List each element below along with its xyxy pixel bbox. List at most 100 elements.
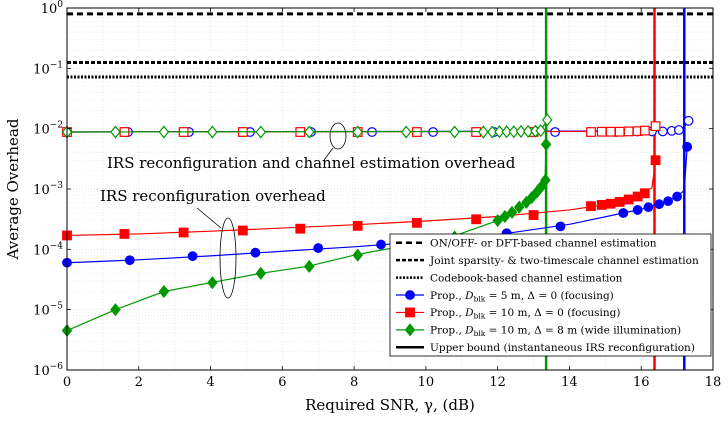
data-point (250, 247, 261, 258)
y-tick-label: 100 (41, 0, 64, 17)
data-point (255, 125, 267, 139)
legend-entry: Upper bound (instantaneous IRS reconfigu… (396, 342, 695, 354)
data-point (449, 125, 460, 139)
y-tick-label: 10−6 (33, 362, 63, 379)
data-point (522, 124, 534, 138)
data-point (555, 221, 566, 232)
data-point (304, 125, 315, 139)
y-tick-label: 10−2 (33, 121, 63, 138)
data-point (623, 126, 634, 137)
data-point (412, 217, 422, 228)
data-point (596, 126, 607, 137)
data-point (471, 214, 482, 225)
legend-label: Prop., Dblk = 10 m, Δ = 0 (focusing) (430, 307, 620, 321)
x-tick-label: 18 (705, 375, 722, 390)
x-tick-label: 12 (489, 375, 506, 390)
data-point (304, 259, 315, 274)
x-tick-label: 8 (350, 375, 358, 390)
data-point (492, 213, 503, 228)
legend-label: Codebook-based channel estimation (430, 272, 623, 284)
data-point (313, 243, 324, 253)
data-point (639, 125, 650, 136)
data-point (506, 205, 518, 219)
data-point (508, 125, 520, 139)
data-point (618, 208, 629, 218)
y-axis-ticks: 10−6 10−5 10−4 10−3 10−2 10−1 100 (33, 0, 713, 379)
x-axis-label: Required SNR, γ, (dB) (305, 396, 475, 414)
data-point (487, 125, 498, 139)
data-point (674, 125, 684, 135)
legend-entry: Prop., Dblk = 5 m, Δ = 0 (focusing) (396, 290, 614, 304)
legend-entry: ON/OFF- or DFT-based channel estimation (396, 238, 657, 250)
data-point (596, 200, 607, 210)
data-point (614, 126, 625, 137)
data-point (376, 239, 386, 250)
data-point (541, 113, 553, 127)
data-point (623, 194, 634, 205)
data-point (352, 125, 363, 139)
data-point (501, 125, 512, 139)
data-point (124, 255, 135, 266)
data-point (352, 248, 363, 262)
data-point (478, 125, 489, 139)
data-point (672, 191, 683, 202)
data-point (540, 137, 552, 151)
data-point (207, 125, 218, 139)
data-point (158, 284, 170, 299)
data-point (650, 121, 661, 132)
annotation-reconfiguration-overhead: IRS reconfiguration overhead (100, 187, 326, 205)
data-point (494, 125, 505, 139)
data-point (404, 323, 416, 337)
data-point (255, 266, 267, 280)
x-tick-label: 2 (135, 375, 143, 390)
y-tick-label: 10−4 (33, 241, 63, 258)
legend-entry: Prop., Dblk = 10 m, Δ = 0 (focusing) (396, 307, 620, 321)
y-axis-label: Average Overhead (4, 118, 22, 260)
data-point (352, 220, 363, 231)
data-point (526, 191, 538, 205)
x-tick-label: 14 (561, 375, 578, 390)
y-tick-label: 10−5 (33, 302, 63, 319)
data-point (187, 251, 198, 262)
data-point (237, 225, 248, 236)
data-point (515, 124, 527, 138)
data-point (643, 202, 654, 213)
data-point (207, 276, 218, 290)
data-point (586, 127, 596, 137)
data-point (513, 200, 525, 214)
legend-label: Prop., Dblk = 5 m, Δ = 0 (focusing) (430, 290, 614, 304)
data-point (540, 173, 551, 187)
annotation-ellipse-reconfiguration (219, 217, 237, 299)
data-point (405, 307, 415, 318)
data-point (295, 223, 306, 234)
data-point (682, 141, 693, 152)
x-tick-label: 16 (633, 375, 650, 390)
x-tick-label: 4 (206, 375, 214, 390)
data-point (639, 188, 650, 199)
data-point (614, 197, 625, 207)
legend: ON/OFF- or DFT-based channel estimation J… (389, 233, 712, 357)
data-point (654, 199, 665, 210)
annotations: IRS reconfiguration and channel estimati… (100, 122, 516, 299)
legend-label: Prop., Dblk = 10 m, Δ = 8 m (wide illumi… (430, 325, 681, 339)
annotation-ellipse-total (329, 122, 347, 150)
reference-lines (67, 12, 713, 79)
legend-label: Upper bound (instantaneous IRS reconfigu… (430, 342, 695, 354)
data-point (663, 196, 674, 207)
legend-label: Joint sparsity- & two-timescale channel … (429, 255, 699, 267)
x-tick-label: 6 (278, 375, 286, 390)
data-point (605, 198, 616, 209)
data-point (178, 227, 189, 238)
legend-entry: Prop., Dblk = 10 m, Δ = 8 m (wide illumi… (396, 323, 681, 339)
legend-entry: Codebook-based channel estimation (396, 272, 623, 284)
data-point (400, 125, 412, 139)
x-tick-label: 10 (418, 375, 435, 390)
data-point (586, 201, 596, 212)
data-point (499, 209, 511, 224)
data-point (158, 125, 170, 139)
x-axis-ticks: 0 2 4 6 8 10 12 14 16 18 (63, 8, 721, 390)
data-point (650, 155, 661, 166)
data-point (119, 229, 130, 239)
legend-box (389, 233, 712, 357)
